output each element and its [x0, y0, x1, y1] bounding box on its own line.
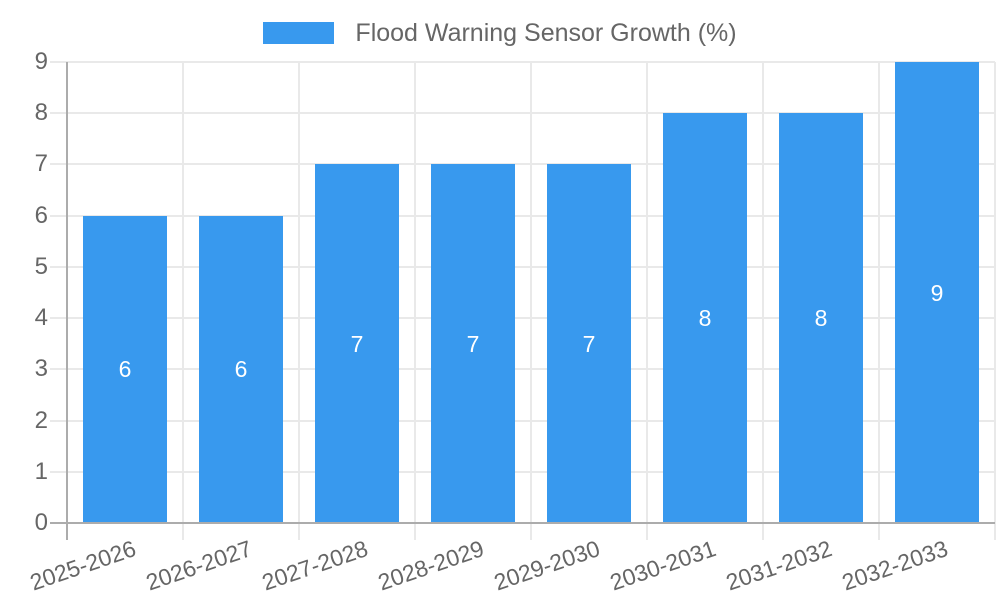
bar-2031-2032[interactable] [779, 113, 863, 523]
x-tick-label: 2032-2033 [838, 535, 952, 596]
y-gridline [50, 61, 995, 63]
y-gridline [50, 368, 995, 371]
bar-value-label: 7 [466, 330, 480, 357]
y-tick-label: 4 [34, 304, 48, 332]
bar-2027-2028[interactable] [315, 164, 399, 523]
y-tick-label: 5 [34, 252, 48, 280]
legend-item-sensor-growth[interactable]: Flood Warning Sensor Growth (%) [263, 19, 737, 47]
x-tick-label: 2026-2027 [142, 535, 256, 596]
y-gridline [50, 163, 995, 166]
bar-value-label: 9 [930, 279, 944, 306]
y-axis-line [66, 62, 68, 540]
x-gridline [298, 62, 300, 540]
x-gridline [762, 62, 764, 540]
x-gridline [414, 62, 416, 540]
x-gridline [530, 62, 532, 540]
x-tick-label: 2029-2030 [490, 535, 604, 596]
bar-value-label: 8 [814, 305, 828, 332]
y-tick-label: 8 [34, 99, 48, 127]
bar-2028-2029[interactable] [431, 164, 515, 523]
bar-value-label: 8 [698, 305, 712, 332]
x-tick-label: 2027-2028 [258, 535, 372, 596]
bar-2030-2031[interactable] [663, 113, 747, 523]
x-axis-line [50, 522, 995, 524]
bar-value-label: 7 [350, 330, 364, 357]
bar-2025-2026[interactable] [83, 215, 167, 523]
bar-value-label: 6 [118, 356, 132, 383]
legend-label: Flood Warning Sensor Growth (%) [355, 19, 737, 47]
x-gridline [994, 62, 996, 540]
y-tick-label: 6 [34, 201, 48, 229]
x-gridline [878, 62, 880, 540]
legend-color-swatch [263, 22, 335, 44]
x-gridline [646, 62, 648, 540]
y-gridline [50, 112, 995, 115]
y-gridline [50, 419, 995, 422]
y-gridline [50, 265, 995, 268]
y-tick-label: 9 [34, 48, 48, 75]
y-tick-label: 3 [34, 355, 48, 383]
y-tick-label: 2 [34, 406, 48, 434]
bar-value-label: 7 [582, 330, 596, 357]
bar-2026-2027[interactable] [199, 215, 283, 523]
x-tick-label: 2031-2032 [722, 535, 836, 596]
x-tick-label: 2025-2026 [26, 535, 140, 596]
y-gridline [50, 214, 995, 217]
bar-2032-2033[interactable] [895, 62, 979, 523]
y-gridline [50, 470, 995, 473]
y-gridline [50, 317, 995, 320]
x-tick-label: 2030-2031 [606, 535, 720, 596]
bar-2029-2030[interactable] [547, 164, 631, 523]
y-tick-label: 0 [34, 509, 48, 536]
y-tick-label: 7 [34, 150, 48, 178]
x-tick-label: 2028-2029 [374, 535, 488, 596]
y-tick-label: 1 [34, 457, 48, 485]
bar-value-label: 6 [234, 356, 248, 383]
chart-legend: Flood Warning Sensor Growth (%) [0, 20, 1000, 46]
x-gridline [182, 62, 184, 540]
